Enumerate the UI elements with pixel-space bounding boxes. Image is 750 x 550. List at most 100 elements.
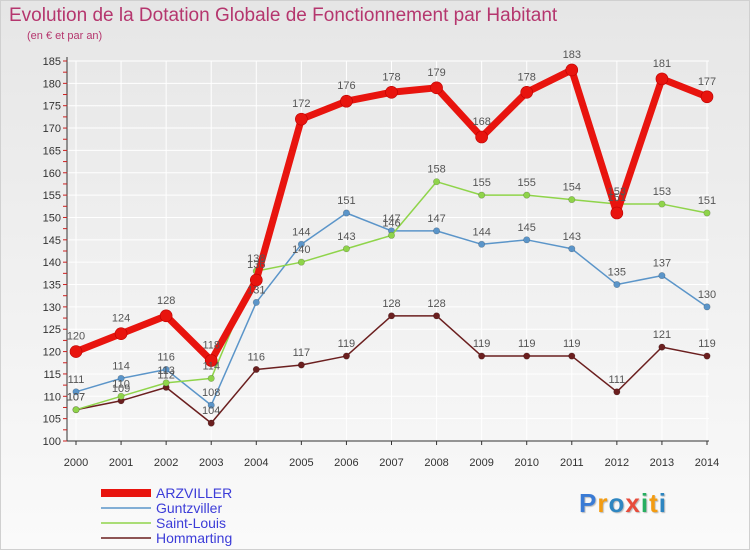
y-tick-label: 155 (43, 190, 61, 202)
data-point (700, 90, 714, 104)
data-point (297, 361, 305, 369)
y-tick-label: 170 (43, 123, 61, 135)
data-point (565, 63, 579, 77)
data-point (568, 352, 576, 360)
y-tick-label: 120 (43, 347, 61, 359)
legend-label: ARZVILLER (156, 485, 232, 501)
data-point (207, 374, 215, 382)
data-point (162, 365, 170, 373)
data-point (520, 85, 534, 99)
data-label: 179 (427, 67, 445, 79)
x-tick-label: 2003 (199, 457, 223, 469)
data-label: 108 (202, 387, 220, 399)
data-label: 110 (112, 378, 130, 390)
data-label: 144 (292, 226, 310, 238)
data-label: 153 (608, 186, 626, 198)
data-label: 181 (653, 58, 671, 70)
data-label: 111 (608, 374, 625, 386)
data-label: 158 (427, 164, 445, 176)
x-tick-label: 2014 (695, 457, 719, 469)
y-tick-label: 150 (43, 212, 61, 224)
x-tick-label: 2005 (289, 457, 313, 469)
data-point (69, 345, 83, 358)
axes (63, 57, 709, 445)
data-point (340, 94, 353, 108)
data-point (613, 388, 621, 396)
data-point (249, 273, 263, 287)
data-point (655, 72, 669, 86)
data-label: 121 (653, 329, 671, 341)
data-point (523, 352, 531, 360)
y-tick-label: 165 (43, 145, 61, 157)
data-label: 155 (518, 177, 536, 189)
data-label: 151 (608, 192, 626, 204)
data-point (478, 240, 486, 248)
data-label: 119 (518, 338, 536, 350)
x-tick-label: 2008 (424, 457, 448, 469)
data-point (252, 298, 260, 306)
data-label: 109 (112, 383, 130, 395)
logo-letter: i (640, 488, 650, 518)
data-label: 120 (67, 331, 85, 343)
data-point (295, 112, 308, 126)
x-tick-label: 2009 (469, 457, 493, 469)
data-label: 143 (337, 231, 355, 243)
data-point (613, 281, 621, 289)
logo-letter: x (625, 488, 641, 518)
data-label: 113 (157, 365, 175, 377)
chart-title: Evolution de la Dotation Globale de Fonc… (9, 5, 558, 26)
data-point (72, 406, 80, 414)
data-label: 177 (698, 76, 716, 88)
data-point (342, 245, 350, 253)
x-tick-label: 2011 (560, 457, 584, 469)
data-label: 116 (248, 351, 266, 363)
data-label: 128 (382, 298, 400, 310)
data-point (297, 240, 305, 248)
grid-lines (67, 60, 709, 442)
data-point (703, 209, 711, 217)
data-point (252, 365, 260, 373)
proxiti-logo: Proxiti (579, 488, 667, 519)
data-label: 155 (472, 177, 490, 189)
x-tick-label: 2004 (244, 457, 268, 469)
data-label: 145 (518, 222, 536, 234)
data-point (658, 272, 666, 280)
data-label: 151 (698, 195, 716, 207)
data-label: 124 (112, 313, 130, 325)
logo-letter: o (608, 488, 626, 518)
chart-subtitle: (en € et par an) (27, 30, 103, 42)
data-label: 168 (472, 116, 490, 128)
logo-letter: t (649, 488, 659, 518)
x-tick-label: 2010 (514, 457, 538, 469)
data-point (610, 206, 624, 220)
data-label: 136 (247, 259, 265, 271)
data-point (568, 196, 576, 204)
data-label: 128 (427, 298, 445, 310)
data-label: 128 (157, 295, 175, 307)
data-point (297, 258, 305, 266)
data-label: 178 (382, 71, 400, 83)
x-tick-label: 2000 (64, 457, 88, 469)
data-point (342, 209, 350, 217)
y-tick-label: 135 (43, 280, 61, 292)
data-point (342, 352, 350, 360)
y-tick-label: 115 (43, 369, 61, 381)
series-lines (69, 63, 714, 427)
data-label: 151 (337, 195, 355, 207)
data-label: 131 (247, 284, 265, 296)
data-point (658, 200, 666, 208)
legend-label: Saint-Louis (156, 515, 226, 531)
y-tick-label: 175 (43, 101, 61, 113)
legend: ARZVILLERGuntzvillerSaint-LouisHommartin… (101, 485, 232, 546)
data-label: 146 (382, 217, 400, 229)
data-point (433, 312, 441, 320)
data-point (523, 236, 531, 244)
data-label: 153 (653, 186, 671, 198)
data-point (433, 227, 441, 235)
y-tick-label: 110 (43, 391, 61, 403)
y-tick-label: 130 (43, 302, 61, 314)
data-point (523, 191, 531, 199)
data-point (568, 245, 576, 253)
data-label: 119 (698, 338, 716, 350)
